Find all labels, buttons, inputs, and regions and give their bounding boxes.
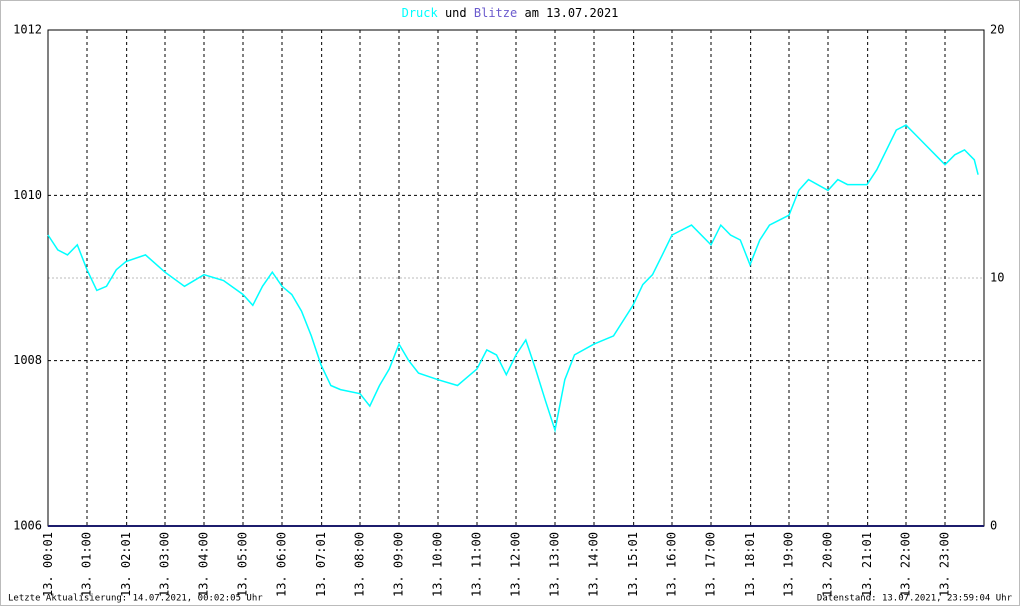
x-tick-label: 13. 13:00 [548,532,562,597]
x-tick-label: 13. 07:01 [314,532,328,597]
x-tick-label: 13. 17:00 [704,532,718,597]
x-tick-label: 13. 08:00 [353,532,367,597]
x-tick-label: 13. 11:00 [470,532,484,597]
footer-left: Letzte Aktualisierung: 14.07.2021, 00:02… [8,594,263,604]
x-tick-label: 13. 20:00 [821,532,835,597]
x-tick-label: 13. 16:00 [665,532,679,597]
x-tick-label: 13. 23:00 [938,532,952,597]
x-tick-label: 13. 09:00 [392,532,406,597]
y2-tick-label: 10 [990,271,1004,285]
title-series: Blitze [474,6,517,20]
y2-tick-label: 0 [990,519,997,533]
x-tick-label: 13. 12:00 [509,532,523,597]
x-tick-label: 13. 05:00 [236,532,250,597]
x-tick-label: 13. 10:00 [431,532,445,597]
y2-tick-label: 20 [990,23,1004,37]
x-tick-label: 13. 06:00 [275,532,289,597]
x-tick-label: 13. 15:01 [626,532,640,597]
x-tick-label: 13. 04:00 [197,532,211,597]
x-tick-label: 13. 00:01 [41,532,55,597]
x-tick-label: 13. 02:01 [119,532,133,597]
title-series: Druck [402,6,439,20]
title-word: am 13.07.2021 [524,6,618,20]
x-tick-label: 13. 19:00 [782,532,796,597]
y-tick-label: 1006 [13,519,42,533]
x-tick-label: 13. 18:01 [743,532,757,597]
x-tick-label: 13. 21:01 [860,532,874,597]
title-word: und [445,6,467,20]
x-tick-label: 13. 14:00 [587,532,601,597]
footer-right: Datenstand: 13.07.2021, 23:59:04 Uhr [817,594,1013,604]
x-tick-label: 13. 03:00 [158,532,172,597]
x-tick-label: 13. 01:00 [80,532,94,597]
x-tick-label: 13. 22:00 [899,532,913,597]
y-tick-label: 1008 [13,353,42,367]
y-tick-label: 1010 [13,188,42,202]
series-line [47,124,979,434]
chart-title: Druck und Blitze am 13.07.2021 [402,6,619,20]
y-tick-label: 1012 [13,23,42,37]
